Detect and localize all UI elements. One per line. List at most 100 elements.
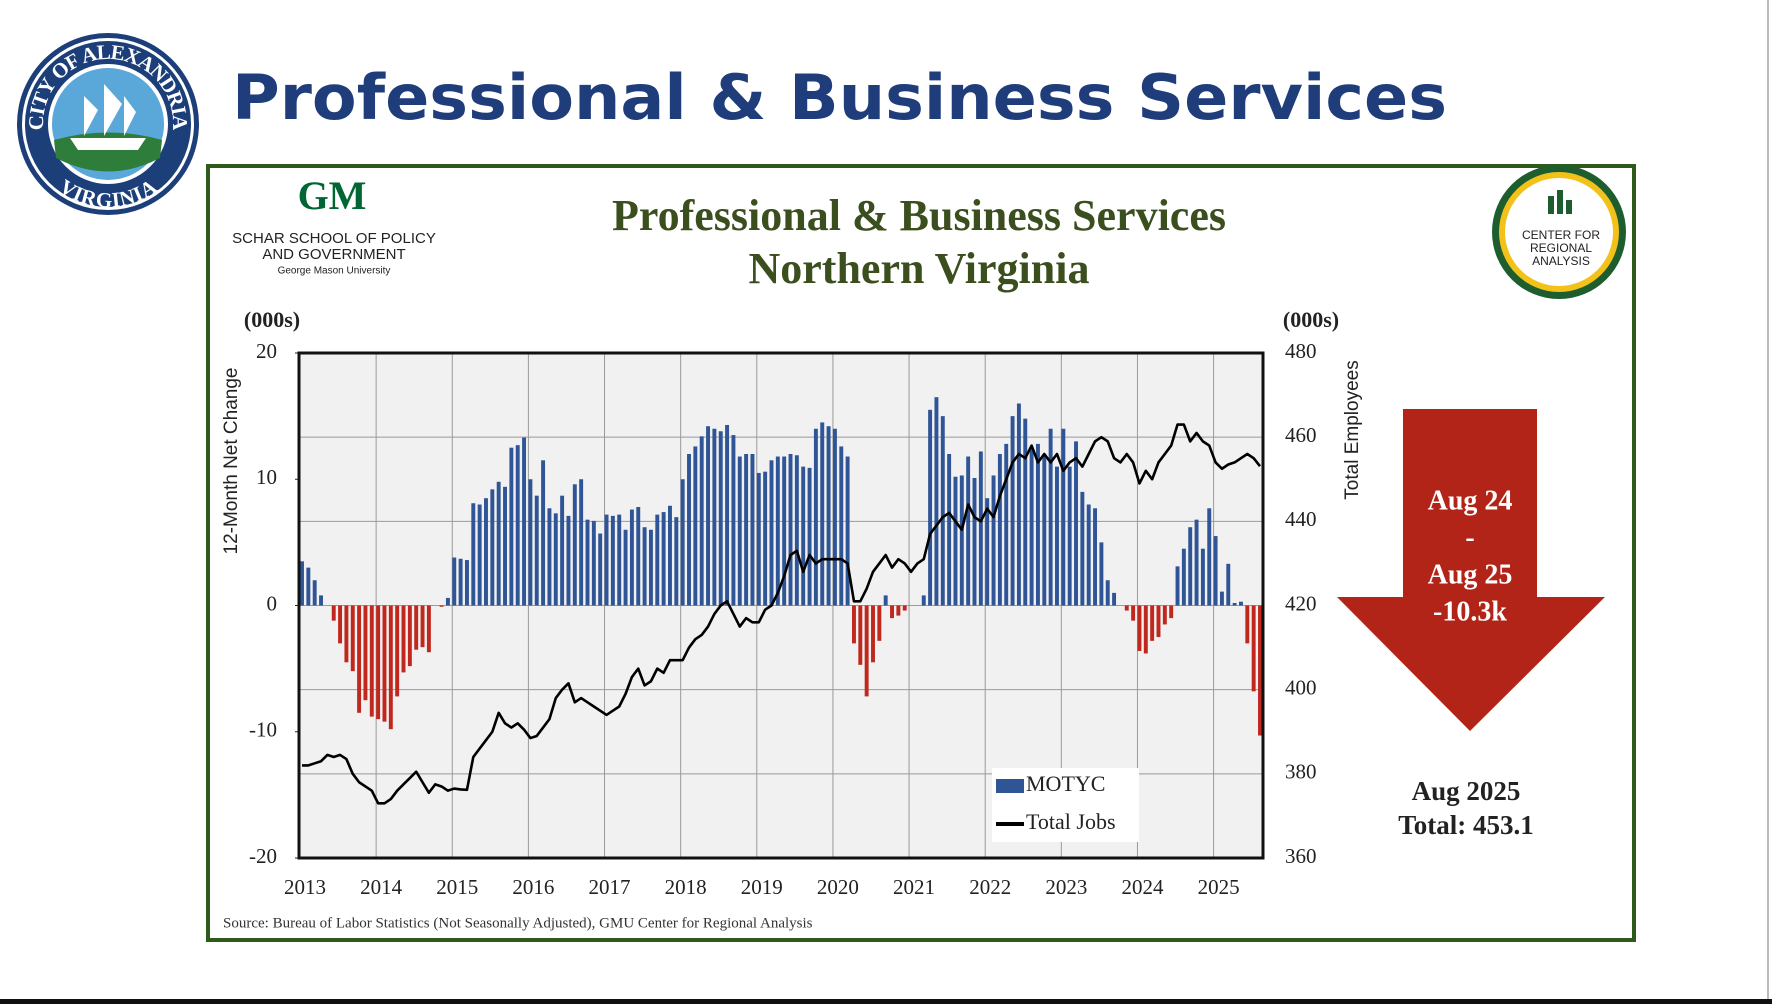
bar xyxy=(997,454,1002,606)
bar xyxy=(737,456,742,606)
bar xyxy=(636,507,641,606)
seal-ship xyxy=(70,138,146,150)
bar xyxy=(484,498,488,606)
bar xyxy=(598,533,603,606)
cra-icon-bar xyxy=(1557,190,1563,214)
bar xyxy=(623,529,628,606)
schar-line3: George Mason University xyxy=(278,266,391,277)
x-tick-label: 2021 xyxy=(893,875,935,899)
bar xyxy=(851,605,856,644)
y2-tick-label: 440 xyxy=(1285,507,1317,531)
bar xyxy=(959,475,964,606)
legend-swatch xyxy=(996,779,1024,793)
bar xyxy=(807,467,812,606)
x-tick-label: 2020 xyxy=(817,875,859,899)
bar xyxy=(541,460,546,606)
bar xyxy=(572,484,577,606)
seal-sails xyxy=(84,84,136,136)
bar xyxy=(610,515,615,606)
x-tick-label: 2019 xyxy=(741,875,783,899)
bar xyxy=(890,605,894,619)
bar xyxy=(1169,605,1174,619)
bar xyxy=(1219,591,1224,606)
y-tick-label: -20 xyxy=(249,844,277,868)
y2-tick-label: 420 xyxy=(1285,591,1317,615)
bar xyxy=(1232,602,1237,606)
bar xyxy=(1194,519,1199,606)
x-tick-label: 2018 xyxy=(665,875,707,899)
bar xyxy=(947,454,952,606)
bar xyxy=(661,512,666,606)
cra-line1: CENTER FOR xyxy=(1522,228,1600,242)
bar xyxy=(674,517,679,606)
y-tick-label: 20 xyxy=(256,339,277,363)
bar xyxy=(1016,403,1021,606)
x-tick-label: 2025 xyxy=(1198,875,1240,899)
bar xyxy=(509,447,514,606)
bar xyxy=(826,426,831,606)
bar xyxy=(725,424,730,606)
bar xyxy=(756,472,761,606)
seal: CITY OF ALEXANDRIA VIRGINIA xyxy=(17,33,199,215)
bar xyxy=(801,466,806,606)
bar xyxy=(991,475,996,606)
bar xyxy=(522,437,527,606)
callout-line: Aug 24 xyxy=(1428,485,1513,516)
bar xyxy=(845,456,850,606)
bar xyxy=(750,454,755,606)
bar xyxy=(617,514,622,606)
y2-tick-label: 460 xyxy=(1285,423,1317,447)
x-tick-label: 2013 xyxy=(284,875,326,899)
bar xyxy=(515,445,520,606)
bar xyxy=(832,428,837,606)
bar xyxy=(604,514,609,606)
bar xyxy=(1258,605,1262,736)
bar xyxy=(1042,454,1047,606)
bar xyxy=(1156,605,1161,638)
bar xyxy=(858,605,863,665)
y2-unit: (000s) xyxy=(1283,307,1339,332)
bar xyxy=(306,567,311,606)
bar xyxy=(319,595,323,606)
y-axis-label: 12-Month Net Change xyxy=(221,368,242,555)
callout-line: -10.3k xyxy=(1433,596,1507,627)
bar xyxy=(534,495,539,606)
bar xyxy=(1239,601,1243,606)
bar xyxy=(420,605,425,648)
bar xyxy=(966,456,971,606)
bar xyxy=(1080,491,1085,606)
bar xyxy=(1188,527,1193,606)
legend-label: Total Jobs xyxy=(1026,809,1116,834)
bar xyxy=(655,514,660,606)
bar xyxy=(401,605,406,673)
bar xyxy=(896,605,901,616)
bar xyxy=(357,605,362,713)
bar xyxy=(972,477,977,606)
plot: -20 -10 0 10 20 360 380 400 420 440 460 480 2013 2014… xyxy=(249,339,1317,899)
bar xyxy=(1010,416,1015,606)
bar xyxy=(1035,443,1040,606)
bar xyxy=(591,520,596,606)
bar xyxy=(1124,605,1129,611)
bar xyxy=(458,558,463,606)
bottom-strip xyxy=(0,999,1772,1004)
bar xyxy=(331,605,336,621)
bar xyxy=(579,479,584,606)
bar xyxy=(1245,605,1250,644)
bar xyxy=(1074,441,1078,606)
bar xyxy=(464,560,469,606)
bar xyxy=(363,605,368,701)
cra-inner xyxy=(1505,178,1613,286)
bar xyxy=(813,428,818,606)
bar xyxy=(338,605,343,644)
bar xyxy=(668,505,672,606)
bar xyxy=(1207,508,1212,606)
bar xyxy=(782,456,787,606)
bar xyxy=(731,435,736,606)
bar xyxy=(560,495,565,606)
bar xyxy=(794,455,799,606)
bar xyxy=(940,416,945,606)
y2-tick-label: 400 xyxy=(1285,675,1317,699)
bar xyxy=(687,454,691,606)
